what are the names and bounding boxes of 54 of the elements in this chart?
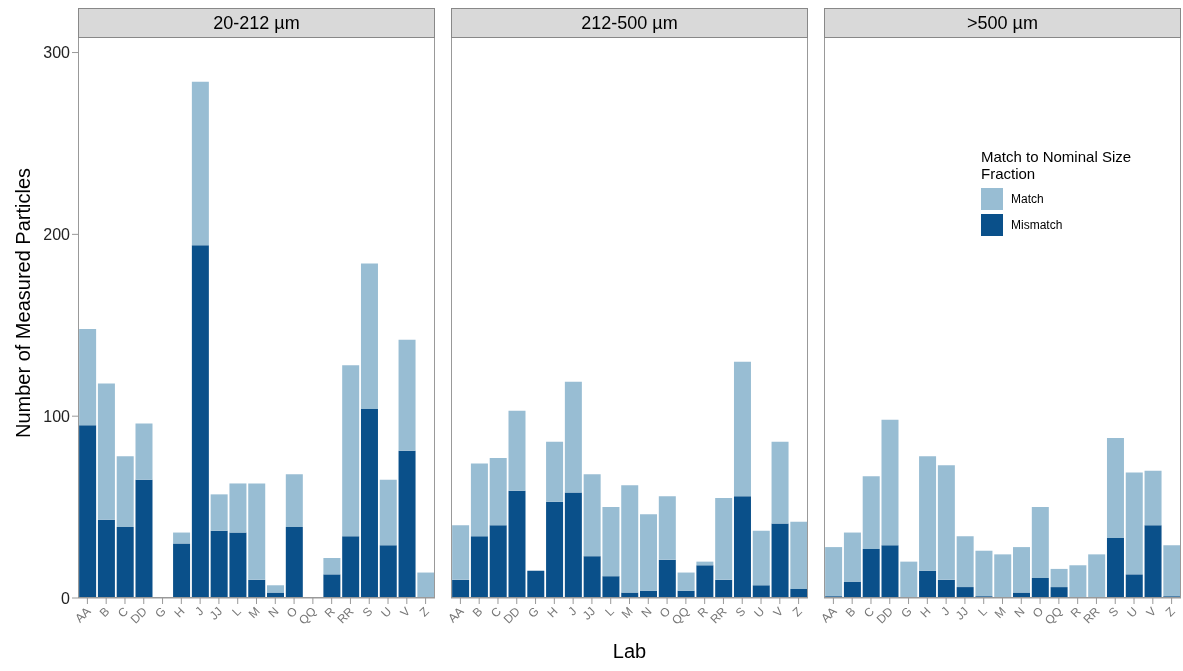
chart-title: 212-500 µm	[451, 8, 808, 38]
x-tick-label: M	[618, 604, 636, 622]
legend-label: Match	[1010, 191, 1045, 208]
x-tick-label: V	[770, 604, 786, 620]
x-axis-title: Lab	[611, 640, 648, 663]
x-tick-label: H	[171, 604, 188, 621]
x-tick-label: V	[397, 604, 413, 620]
x-tick-label: U	[1124, 604, 1141, 621]
x-tick-label: B	[469, 604, 486, 620]
x-tick-label: N	[638, 604, 655, 621]
x-tick-label: N	[1011, 604, 1028, 621]
x-tick-label: L	[602, 604, 618, 619]
x-tick-label: Z	[789, 604, 805, 620]
x-tick-label: J	[938, 604, 953, 619]
y-tick-label: 300	[43, 44, 71, 62]
x-tick-label: U	[751, 604, 768, 621]
x-tick-label: H	[544, 604, 561, 621]
x-tick-label: RR	[707, 603, 730, 627]
y-tick-label: 200	[43, 226, 71, 244]
x-tick-label: H	[917, 604, 934, 621]
x-tick-label: B	[842, 604, 859, 620]
chart-title: >500 µm	[824, 8, 1181, 38]
x-tick-label: G	[525, 604, 542, 621]
legend-title: Match to Nominal Size Fraction	[981, 148, 1133, 182]
x-tick-label: Z	[416, 604, 432, 620]
x-tick-label: N	[265, 604, 282, 621]
y-tick-label: 100	[43, 407, 71, 425]
x-tick-label: M	[245, 604, 263, 622]
x-tick-label: Z	[1162, 604, 1178, 620]
x-tick-label: AA	[818, 604, 840, 626]
x-tick-label: S	[359, 604, 376, 620]
x-tick-label: J	[192, 604, 207, 619]
x-tick-label: JJ	[206, 604, 226, 623]
x-tick-label: B	[96, 604, 113, 620]
x-tick-label: RR	[1080, 603, 1103, 627]
x-tick-label: S	[1105, 604, 1122, 620]
x-tick-label: G	[898, 604, 915, 621]
x-tick-label: AA	[445, 604, 467, 626]
y-tick-label: 0	[61, 589, 71, 607]
x-tick-label: RR	[334, 603, 357, 627]
x-tick-label: AA	[72, 604, 94, 626]
x-tick-label: L	[229, 604, 245, 619]
chart-title: 20-212 µm	[78, 8, 435, 38]
legend-label: Mismatch	[1010, 217, 1064, 234]
x-tick-label: JJ	[952, 604, 972, 623]
y-axis-title: Number of Measured Particles	[11, 167, 35, 439]
x-tick-label: U	[378, 604, 395, 621]
x-tick-label: J	[565, 604, 580, 619]
x-tick-label: M	[991, 604, 1009, 622]
x-tick-label: V	[1143, 604, 1159, 620]
x-tick-label: S	[732, 604, 749, 620]
x-tick-label: L	[975, 604, 991, 619]
x-tick-label: JJ	[579, 604, 599, 623]
x-tick-label: G	[152, 604, 169, 621]
